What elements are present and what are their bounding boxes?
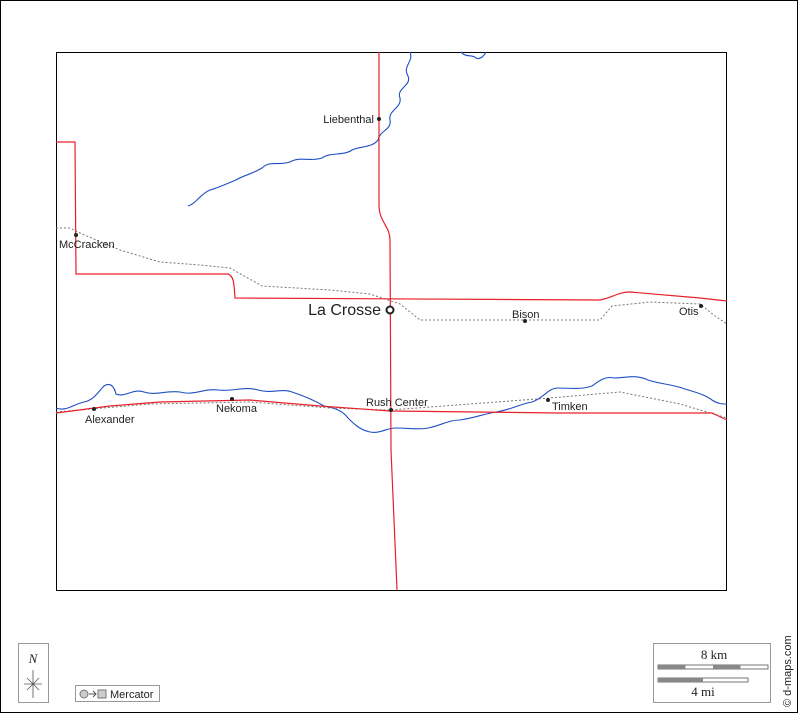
- town-dot: [92, 407, 96, 411]
- scale-segment: [658, 665, 686, 669]
- compass-letter: N: [28, 651, 39, 666]
- scale-segment: [658, 678, 703, 682]
- credit: © d-maps.com: [782, 635, 794, 707]
- map-frame: [56, 52, 727, 591]
- plane-icon: [97, 689, 107, 699]
- scale-bar: 8 km 4 mi: [653, 643, 771, 703]
- rivers: [55, 51, 728, 433]
- railroad: [55, 391, 728, 419]
- town-label: Bison: [512, 309, 540, 321]
- town-dot: [546, 398, 550, 402]
- projection: Mercator: [75, 685, 160, 702]
- road: [56, 141, 728, 302]
- seat-dot: [385, 305, 395, 315]
- globe-icon: [79, 689, 89, 699]
- town-label: Timken: [552, 401, 588, 413]
- compass-box: [18, 643, 49, 703]
- projection-box: [75, 685, 160, 702]
- river: [460, 51, 487, 60]
- road: [55, 399, 728, 421]
- river: [187, 51, 412, 207]
- town-dot: [377, 117, 381, 121]
- town-label: Nekoma: [216, 403, 258, 415]
- places: Liebenthal McCracken Bison Otis Rush Cen…: [59, 114, 703, 426]
- town-label: McCracken: [59, 239, 115, 251]
- town-dot: [74, 233, 78, 237]
- compass: N: [18, 643, 49, 703]
- town-label: Rush Center: [366, 397, 428, 409]
- town-dot: [699, 304, 703, 308]
- road: [378, 52, 398, 591]
- railroad: [56, 227, 728, 325]
- scale-box: [653, 643, 771, 703]
- town-label: Liebenthal: [323, 114, 374, 126]
- town-dot: [389, 408, 393, 412]
- scale-segment: [713, 665, 741, 669]
- scale-km-label: 8 km: [701, 647, 727, 662]
- roads: [55, 52, 728, 591]
- town-dot: [230, 397, 234, 401]
- compass-rose: [24, 670, 42, 698]
- projection-label: Mercator: [110, 689, 154, 701]
- town-dot: [523, 319, 527, 323]
- river: [55, 376, 728, 433]
- arrow-icon: [89, 690, 97, 698]
- railroads: [55, 227, 728, 419]
- town-label: Otis: [679, 306, 699, 318]
- scale-mi-label: 4 mi: [691, 684, 715, 699]
- town-label: Alexander: [85, 414, 135, 426]
- seat-label: La Crosse: [308, 302, 381, 319]
